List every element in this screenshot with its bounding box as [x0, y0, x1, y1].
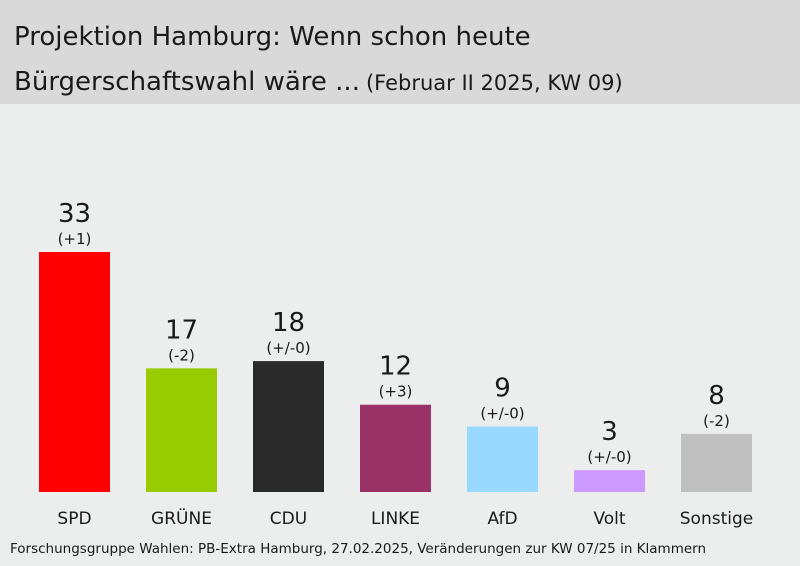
bar-volt: [574, 470, 645, 492]
category-label-afd: AfD: [487, 509, 517, 529]
chart-title-line-2-text: Bürgerschaftswahl wäre ...: [14, 67, 360, 97]
value-label-volt: 3: [601, 417, 618, 447]
chart-header: Projektion Hamburg: Wenn schon heute Bür…: [0, 0, 800, 104]
value-label-spd: 33: [58, 199, 91, 229]
change-label-sonstige: (-2): [703, 412, 730, 430]
value-label-afd: 9: [494, 374, 511, 404]
change-label-afd: (+/-0): [480, 405, 524, 423]
bar-spd: [39, 252, 110, 492]
bar-afd: [467, 426, 538, 492]
value-label-cdu: 18: [272, 308, 305, 338]
value-label-sonstige: 8: [708, 381, 725, 411]
bar-cdu: [253, 361, 324, 492]
change-label-linke: (+3): [379, 383, 413, 401]
bar-gruene: [146, 368, 217, 492]
bar-chart: (+1)33SPD(-2)17GRÜNE(+/-0)18CDU(+3)12LIN…: [39, 199, 753, 529]
category-label-spd: SPD: [57, 509, 91, 529]
category-label-volt: Volt: [593, 509, 625, 529]
chart-subtitle: (Februar II 2025, KW 09): [365, 71, 623, 95]
source-note: Forschungsgruppe Wahlen: PB-Extra Hambur…: [10, 541, 707, 557]
change-label-volt: (+/-0): [587, 448, 631, 466]
value-label-gruene: 17: [165, 315, 198, 345]
value-label-linke: 12: [379, 352, 412, 382]
change-label-gruene: (-2): [168, 346, 195, 364]
change-label-spd: (+1): [58, 230, 92, 248]
chart-title-line-1: Projektion Hamburg: Wenn schon heute: [14, 22, 531, 52]
chart-title-line-2: Bürgerschaftswahl wäre ... (Februar II 20…: [14, 65, 623, 100]
category-label-cdu: CDU: [270, 509, 307, 529]
category-label-sonstige: Sonstige: [680, 509, 753, 529]
category-label-linke: LINKE: [371, 509, 420, 529]
category-label-gruene: GRÜNE: [151, 507, 212, 529]
bar-sonstige: [681, 433, 752, 492]
bar-linke: [360, 404, 431, 492]
change-label-cdu: (+/-0): [266, 339, 310, 357]
